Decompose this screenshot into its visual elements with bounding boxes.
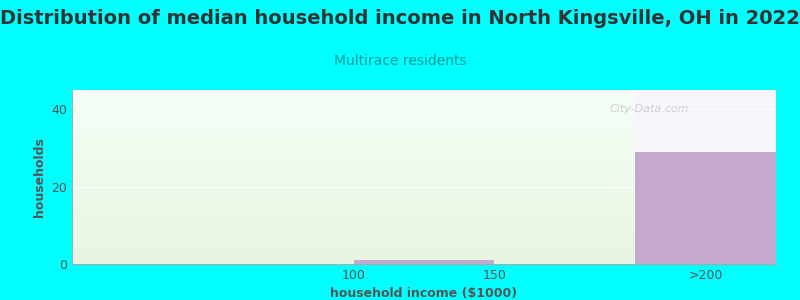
X-axis label: household income ($1000): household income ($1000) (330, 287, 518, 300)
Bar (72, 100, 635, 104)
Text: Distribution of median household income in North Kingsville, OH in 2022: Distribution of median household income … (0, 9, 800, 28)
Bar (72, 160, 635, 163)
Bar (635, 90, 776, 264)
Bar (72, 170, 635, 173)
Bar (72, 243, 635, 247)
Bar (72, 236, 635, 240)
Bar (72, 233, 635, 236)
Bar (72, 257, 635, 260)
Bar (72, 107, 635, 111)
Bar (72, 173, 635, 177)
Bar (72, 125, 635, 128)
Bar (72, 229, 635, 233)
Bar (72, 114, 635, 118)
Bar (72, 212, 635, 215)
Bar (635, 152, 776, 264)
Bar (72, 163, 635, 167)
Bar (72, 222, 635, 226)
Bar (72, 254, 635, 257)
Bar (72, 250, 635, 254)
Bar (72, 198, 635, 201)
Text: Multirace residents: Multirace residents (334, 54, 466, 68)
Bar (72, 146, 635, 149)
Bar (72, 219, 635, 222)
Bar (72, 111, 635, 114)
Bar (72, 135, 635, 139)
Bar (72, 167, 635, 170)
Bar (72, 118, 635, 121)
Bar (72, 177, 635, 181)
Bar (72, 149, 635, 153)
Bar (72, 208, 635, 212)
Y-axis label: households: households (33, 137, 46, 217)
Bar (72, 94, 635, 97)
Bar (72, 226, 635, 229)
Bar (72, 153, 635, 156)
Bar (72, 104, 635, 107)
Bar (72, 201, 635, 205)
Bar (72, 90, 635, 94)
Bar (72, 184, 635, 188)
Bar (72, 128, 635, 132)
Bar (72, 188, 635, 191)
Bar (72, 132, 635, 135)
Bar (72, 181, 635, 184)
Bar (72, 194, 635, 198)
Bar (72, 142, 635, 146)
Bar (72, 205, 635, 208)
Bar (72, 191, 635, 194)
Bar (72, 139, 635, 142)
Bar (72, 247, 635, 250)
Bar (72, 156, 635, 160)
Bar (72, 215, 635, 219)
Text: City-Data.com: City-Data.com (610, 104, 689, 114)
Bar (72, 97, 635, 101)
Bar (72, 240, 635, 243)
Bar (72, 260, 635, 264)
Bar (354, 260, 494, 264)
Bar (72, 121, 635, 125)
